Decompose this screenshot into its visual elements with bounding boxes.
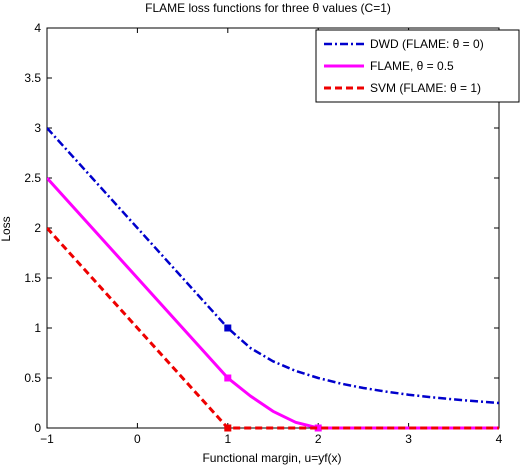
series-layer — [47, 127, 499, 432]
series-marker-2 — [224, 374, 232, 382]
x-tick-label: −1 — [40, 432, 54, 446]
y-tick-label: 1.5 — [24, 271, 41, 285]
x-tick-label: 2 — [315, 432, 322, 446]
y-tick-label: 3.5 — [24, 71, 41, 85]
y-tick-label: 0.5 — [24, 371, 41, 385]
series-line-1 — [47, 127, 499, 405]
y-tick-label: 2.5 — [24, 171, 41, 185]
legend: DWD (FLAME: θ = 0) FLAME, θ = 0.5 SVM (FLA… — [315, 29, 520, 103]
legend-label-2: FLAME, θ = 0.5 — [370, 59, 454, 73]
x-tick-label: 3 — [405, 432, 412, 446]
legend-label-1: DWD (FLAME: θ = 0) — [370, 37, 484, 51]
y-tick-label: 1 — [34, 321, 41, 335]
series-marker-2 — [314, 424, 322, 432]
x-tick-label: 0 — [134, 432, 141, 446]
x-tick-label: 1 — [224, 432, 231, 446]
y-axis-label: Loss — [0, 216, 13, 241]
y-tick-label: 4 — [34, 21, 41, 35]
x-axis-label: Functional margin, u=yf(x) — [202, 451, 341, 465]
series-marker-3 — [224, 424, 232, 432]
chart-title: FLAME loss functions for three θ values … — [145, 1, 391, 15]
y-tick-label: 2 — [34, 221, 41, 235]
y-tick-label: 3 — [34, 121, 41, 135]
legend-label-3: SVM (FLAME: θ = 1) — [370, 81, 481, 95]
y-tick-label: 0 — [34, 421, 41, 435]
series-marker-1 — [224, 324, 232, 332]
series-line-3 — [47, 226, 499, 430]
series-line-2 — [47, 176, 499, 430]
x-tick-label: 4 — [496, 432, 503, 446]
